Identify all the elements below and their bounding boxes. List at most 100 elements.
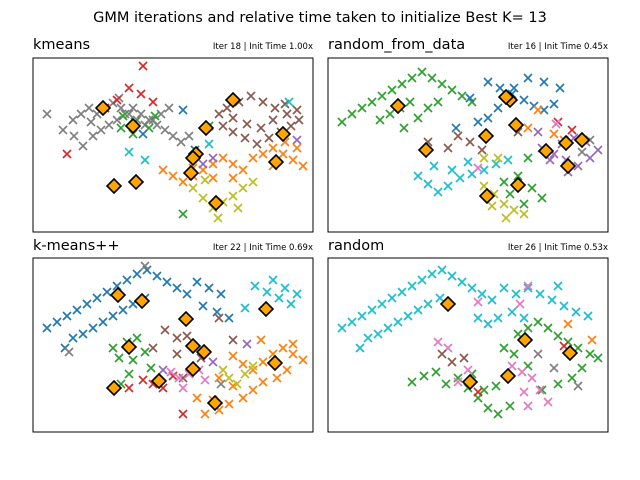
scatter-point: [160, 125, 170, 135]
scatter-point: [248, 385, 258, 395]
scatter-point: [433, 97, 443, 107]
scatter-point: [553, 331, 563, 341]
scatter-point: [463, 157, 473, 167]
scatter-point: [188, 183, 198, 193]
scatter-point: [228, 335, 238, 345]
scatter-point: [168, 131, 178, 141]
scatter-point: [124, 369, 134, 379]
scatter-point: [505, 189, 515, 199]
scatter-point: [216, 379, 226, 389]
scatter-point: [533, 349, 543, 359]
scatter-point: [178, 209, 188, 219]
scatter-point: [523, 323, 533, 333]
scatter-point: [535, 289, 545, 299]
scatter-point: [419, 371, 429, 381]
gmm-center-marker: [559, 157, 577, 175]
scatter-point: [200, 409, 210, 419]
scatter-point: [483, 403, 493, 413]
scatter-point: [443, 181, 453, 191]
scatter-point: [387, 85, 397, 95]
scatter-point: [228, 159, 238, 169]
scatter-point: [288, 339, 298, 349]
gmm-center-marker: [150, 372, 168, 390]
scatter-point: [62, 149, 72, 159]
scatter-point: [240, 369, 250, 379]
cluster-3: [413, 155, 513, 197]
scatter-point: [459, 353, 469, 363]
cluster-9: [473, 119, 561, 173]
scatter-point: [78, 141, 88, 151]
scatter-point: [238, 165, 248, 175]
scatter-point: [172, 333, 182, 343]
scatter-point: [455, 173, 465, 183]
scatter-point: [577, 147, 587, 157]
scatter-point: [433, 187, 443, 197]
scatter-point: [178, 373, 188, 383]
scatter-point: [200, 375, 210, 385]
scatter-point: [228, 191, 238, 201]
scatter-point: [337, 323, 347, 333]
scatter-point: [208, 173, 218, 183]
figure-title: GMM iterations and relative time taken t…: [93, 10, 547, 26]
scatter-point: [214, 109, 224, 119]
scatter-point: [367, 305, 377, 315]
scatter-point: [104, 120, 114, 130]
scatter-point: [248, 361, 258, 371]
scatter-point: [168, 171, 178, 181]
scatter-point: [417, 275, 427, 285]
scatter-point: [140, 261, 150, 271]
scatter-point: [238, 393, 248, 403]
scatter-point: [204, 283, 214, 293]
scatter-point: [102, 287, 112, 297]
scatter-point: [453, 377, 463, 387]
scatter-point: [433, 337, 443, 347]
scatter-point: [483, 319, 493, 329]
scatter-point: [417, 67, 427, 77]
scatter-point: [533, 105, 543, 115]
scatter-point: [118, 305, 128, 315]
scatter-point: [407, 377, 417, 387]
gmm-center-marker: [133, 292, 151, 310]
scatter-point: [407, 73, 417, 83]
scatter-point: [264, 133, 274, 143]
scatter-point: [405, 97, 415, 107]
scatter-point: [499, 343, 509, 353]
scatter-point: [507, 307, 517, 317]
scatter-point: [246, 91, 256, 101]
scatter-point: [453, 131, 463, 141]
scatter-point: [523, 73, 533, 83]
scatter-point: [278, 343, 288, 353]
scatter-point: [437, 265, 447, 275]
scatter-point: [284, 97, 294, 107]
panel-info-random: Iter 26 | Init Time 0.53x: [508, 243, 608, 253]
gmm-center-marker: [417, 141, 435, 159]
scatter-point: [429, 161, 439, 171]
cluster-1: [214, 91, 304, 149]
scatter-point: [493, 153, 503, 163]
scatter-point: [148, 343, 158, 353]
scatter-point: [224, 373, 234, 383]
scatter-point: [182, 331, 192, 341]
scatter-point: [138, 129, 148, 139]
scatter-point: [116, 123, 126, 133]
scatter-point: [72, 305, 82, 315]
scatter-point: [493, 409, 503, 419]
cluster-0: [337, 265, 593, 353]
scatter-point: [393, 317, 403, 327]
scatter-point: [523, 401, 533, 411]
scatter-point: [559, 301, 569, 311]
scatter-point: [268, 115, 278, 125]
scatter-point: [114, 353, 124, 363]
scatter-point: [533, 127, 543, 137]
cluster-2: [62, 61, 158, 159]
scatter-point: [278, 149, 288, 159]
scatter-point: [447, 85, 457, 95]
scatter-point: [178, 409, 188, 419]
scatter-point: [383, 323, 393, 333]
gmm-center-marker: [516, 331, 534, 349]
cluster-3: [148, 313, 238, 383]
cluster-4: [533, 349, 583, 391]
scatter-point: [172, 283, 182, 293]
scatter-point: [509, 349, 519, 359]
gmm-center-marker: [477, 127, 495, 145]
